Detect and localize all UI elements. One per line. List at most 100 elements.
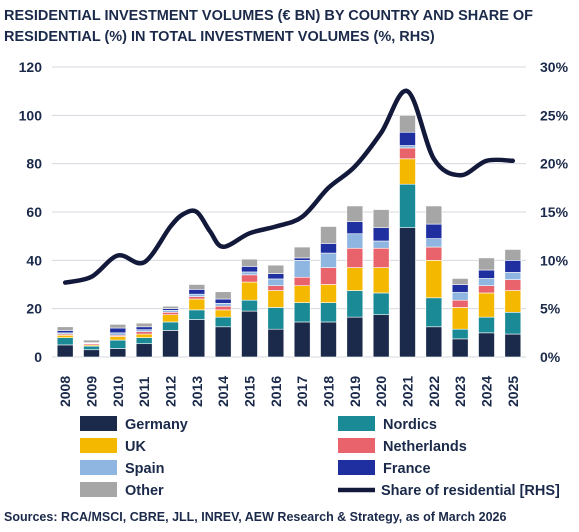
y2-tick-label: 30%	[540, 59, 569, 75]
bar-stack-2018	[321, 227, 337, 358]
bar-stack-2021	[400, 115, 416, 357]
bar-segment-other	[84, 340, 100, 342]
bar-segment-spain	[294, 260, 310, 277]
bar-segment-spain	[268, 279, 284, 286]
x-tick-label: 2014	[215, 376, 231, 407]
x-tick-label: 2015	[242, 376, 258, 407]
bar-segment-germany	[189, 320, 205, 357]
y2-tick-label: 10%	[540, 252, 569, 268]
bar-segment-germany	[136, 344, 152, 357]
bar-segment-spain	[426, 239, 442, 247]
bar-segment-nordics	[452, 329, 468, 339]
bar-segment-other	[347, 206, 363, 222]
legend: Germany Nordics UK Netherlands Spain France Ot…	[80, 416, 560, 499]
legend-item-share-of-residential: Share of residential [RHS]	[338, 483, 560, 499]
x-tick-label: 2019	[347, 376, 363, 407]
bar-stack-2020	[373, 210, 389, 357]
bar-segment-germany	[242, 311, 258, 357]
bar-segment-germany	[347, 317, 363, 357]
bar-segment-germany	[110, 349, 126, 357]
bar-segment-france	[57, 330, 73, 332]
bar-segment-germany	[479, 333, 495, 357]
legend-item-germany: Germany	[80, 416, 188, 433]
bar-segment-nordics	[321, 303, 337, 322]
x-tick-label: 2020	[373, 376, 389, 407]
legend-label: Germany	[125, 417, 188, 433]
bar-segment-other	[242, 259, 258, 266]
bar-segment-netherlands	[136, 332, 152, 334]
y2-tick-label: 20%	[540, 156, 569, 172]
bar-segment-germany	[294, 322, 310, 357]
bar-segment-germany	[215, 327, 231, 357]
legend-label: UK	[125, 439, 146, 455]
bar-segment-other	[268, 265, 284, 273]
bar-stack-2009	[84, 340, 100, 357]
legend-label: Spain	[125, 461, 164, 477]
legend-item-netherlands: Netherlands	[338, 438, 467, 455]
legend-swatch	[338, 460, 375, 475]
bar-stack-2025	[505, 249, 521, 357]
bar-segment-uk	[400, 159, 416, 184]
bar-stack-2008	[57, 327, 73, 357]
bar-segment-nordics	[426, 298, 442, 327]
bar-segment-netherlands	[479, 286, 495, 293]
bar-segment-spain	[321, 253, 337, 267]
bar-segment-spain	[373, 241, 389, 248]
bar-segment-nordics	[57, 338, 73, 345]
bar-segment-france	[505, 260, 521, 272]
bar-segment-nordics	[479, 317, 495, 333]
bar-stack-2024	[479, 258, 495, 357]
legend-label: Nordics	[383, 417, 437, 433]
y-tick-label: 80	[26, 156, 42, 172]
legend-item-france: France	[338, 460, 431, 477]
bar-stack-2011	[136, 323, 152, 357]
bar-segment-uk	[163, 315, 179, 322]
bar-segment-spain	[189, 294, 205, 296]
bar-segment-uk	[426, 260, 442, 297]
legend-item-uk: UK	[80, 438, 146, 455]
share-of-residential-line	[65, 91, 513, 283]
bar-stack-2012	[163, 306, 179, 357]
bar-segment-uk	[110, 336, 126, 340]
bar-segment-nordics	[373, 293, 389, 315]
bar-segment-other	[136, 323, 152, 327]
bar-segment-other	[373, 210, 389, 228]
bar-segment-germany	[321, 322, 337, 357]
legend-swatch	[80, 482, 117, 497]
bar-segment-nordics	[347, 291, 363, 318]
bar-stack-2016	[268, 265, 284, 357]
x-tick-label: 2011	[136, 376, 152, 407]
bar-segment-uk	[189, 299, 205, 310]
bar-segment-spain	[479, 278, 495, 285]
bar-segment-germany	[268, 329, 284, 357]
y2-tick-label: 15%	[540, 204, 569, 220]
bar-segment-netherlands	[189, 297, 205, 299]
bar-segment-nordics	[84, 346, 100, 350]
chart-title-line-1: RESIDENTIAL INVESTMENT VOLUMES (€ BN) BY…	[4, 8, 533, 24]
bar-stack-2014	[215, 292, 231, 357]
bar-segment-spain	[347, 234, 363, 249]
y-tick-label: 100	[19, 107, 43, 123]
bar-segment-france	[373, 228, 389, 241]
x-tick-label: 2009	[84, 376, 100, 407]
bar-segment-france	[268, 274, 284, 279]
y-tick-label: 60	[26, 204, 42, 220]
x-tick-label: 2022	[426, 376, 442, 407]
bar-segment-france	[347, 222, 363, 234]
legend-item-other: Other	[80, 482, 164, 499]
bar-segment-france	[400, 132, 416, 145]
x-tick-label: 2010	[110, 376, 126, 407]
bar-stack-2015	[242, 259, 258, 357]
bar-segment-nordics	[163, 322, 179, 330]
bar-segment-uk	[136, 334, 152, 338]
bar-segment-france	[426, 224, 442, 239]
bar-stack-2013	[189, 285, 205, 358]
share-line-layer	[65, 91, 513, 283]
bar-segment-nordics	[294, 303, 310, 322]
bar-segment-spain	[215, 303, 231, 306]
bar-segment-other	[215, 292, 231, 299]
bar-stack-2019	[347, 206, 363, 357]
bar-segment-nordics	[400, 184, 416, 228]
bar-segment-other	[505, 249, 521, 260]
